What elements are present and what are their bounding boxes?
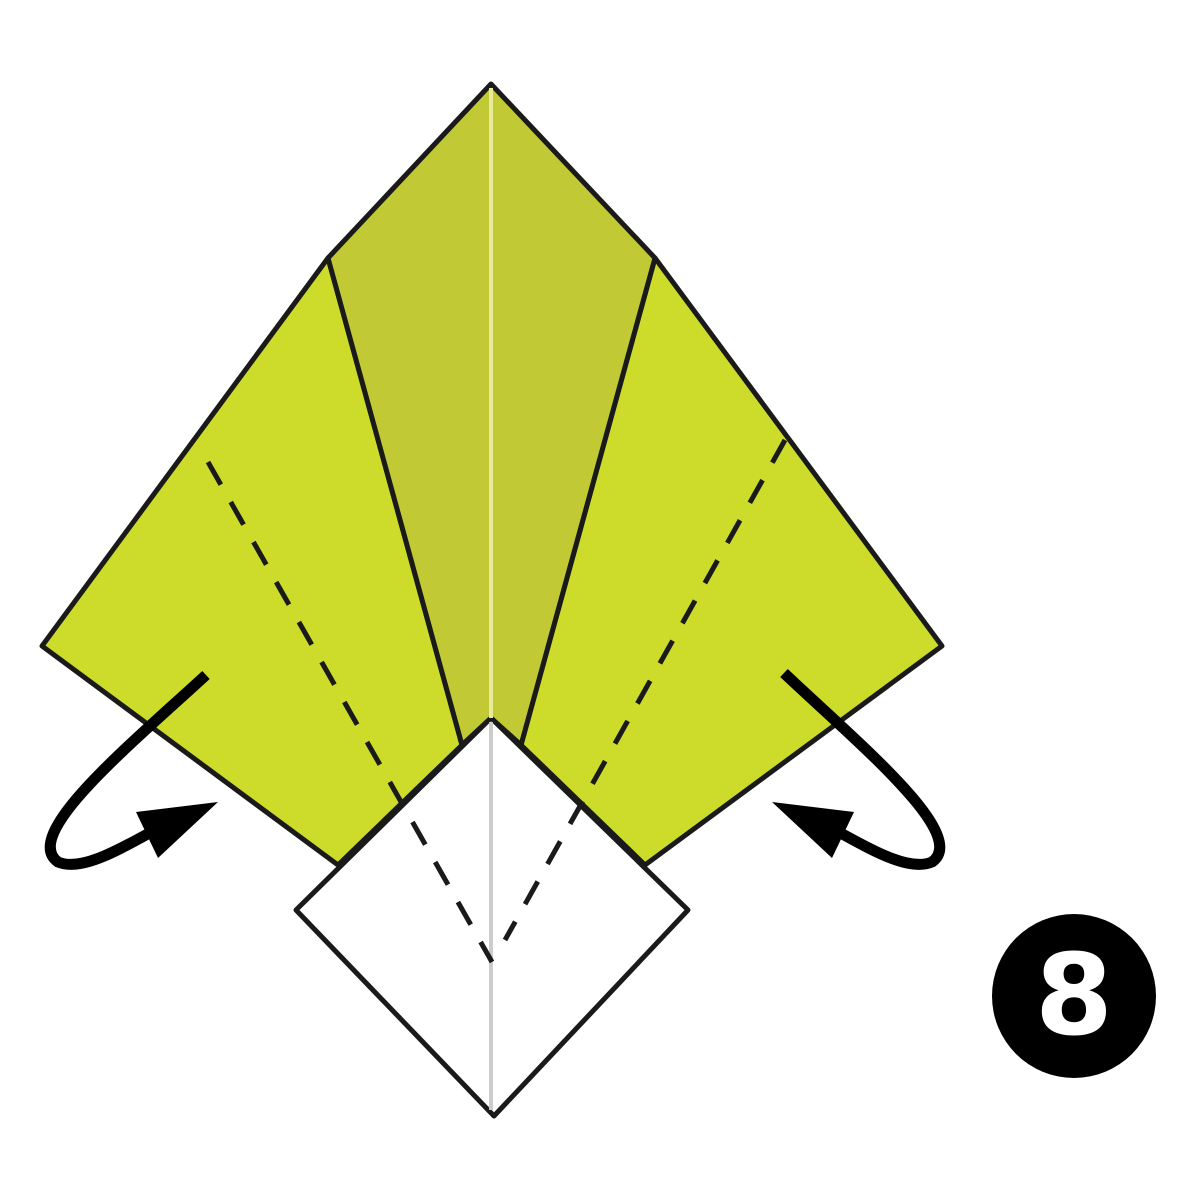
left-arrow-head <box>136 802 218 858</box>
right-arrow-curve <box>780 669 946 870</box>
right-valley-fold-line <box>502 438 788 942</box>
left-fold-behind-arrow <box>44 670 218 870</box>
right-arrow-head <box>772 802 854 858</box>
step-number-badge: 8 <box>992 914 1156 1078</box>
step-number: 8 <box>1035 931 1113 1061</box>
right-fold-behind-arrow <box>772 669 946 870</box>
left-arrow-curve <box>44 670 210 870</box>
left-valley-fold-line <box>205 460 495 964</box>
